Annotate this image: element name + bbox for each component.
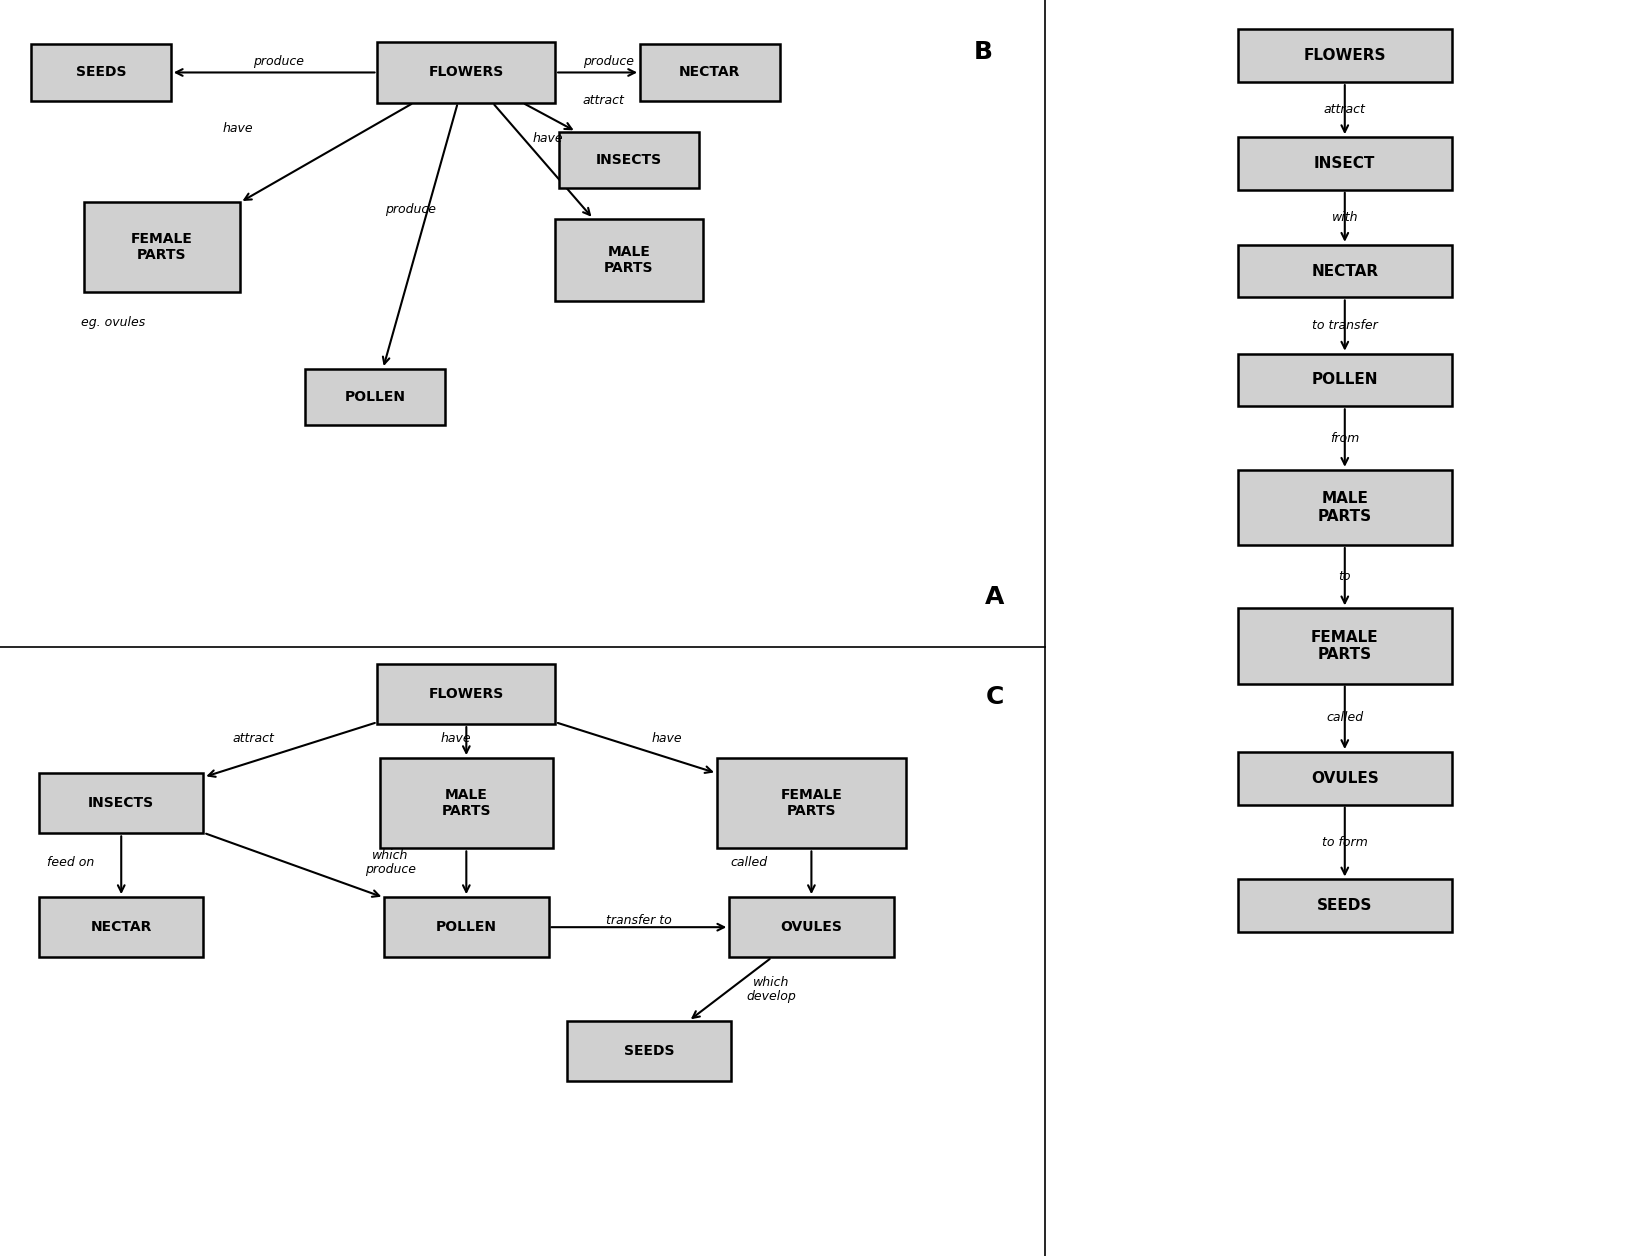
- Text: feed on: feed on: [46, 855, 94, 869]
- FancyBboxPatch shape: [1239, 245, 1451, 298]
- Text: produce: produce: [582, 55, 633, 68]
- Text: eg. ovules: eg. ovules: [81, 315, 145, 329]
- Text: INSECTS: INSECTS: [89, 796, 155, 810]
- FancyBboxPatch shape: [729, 897, 893, 957]
- FancyBboxPatch shape: [717, 757, 906, 849]
- FancyBboxPatch shape: [554, 219, 702, 300]
- Text: A: A: [985, 585, 1003, 609]
- FancyBboxPatch shape: [1239, 470, 1451, 545]
- Text: FLOWERS: FLOWERS: [1303, 48, 1387, 63]
- FancyBboxPatch shape: [1239, 29, 1451, 82]
- Text: MALE
PARTS: MALE PARTS: [1318, 491, 1372, 524]
- FancyBboxPatch shape: [1239, 752, 1451, 805]
- FancyBboxPatch shape: [39, 772, 204, 834]
- FancyBboxPatch shape: [1239, 354, 1451, 407]
- Text: POLLEN: POLLEN: [436, 921, 497, 934]
- Text: which
develop: which develop: [745, 976, 796, 1002]
- Text: to form: to form: [1323, 835, 1367, 849]
- Text: B: B: [974, 40, 994, 64]
- FancyBboxPatch shape: [377, 43, 554, 103]
- Text: INSECT: INSECT: [1314, 156, 1375, 171]
- Text: POLLEN: POLLEN: [1311, 373, 1379, 387]
- Text: from: from: [1331, 432, 1359, 445]
- FancyBboxPatch shape: [39, 897, 204, 957]
- Text: SEEDS: SEEDS: [76, 65, 127, 79]
- FancyBboxPatch shape: [380, 757, 553, 849]
- Text: attract: attract: [1324, 103, 1365, 116]
- Text: have: have: [222, 122, 253, 136]
- FancyBboxPatch shape: [640, 44, 780, 100]
- Text: with: with: [1331, 211, 1359, 224]
- FancyBboxPatch shape: [383, 897, 548, 957]
- Text: called: called: [730, 855, 767, 869]
- Text: have: have: [651, 732, 683, 745]
- FancyBboxPatch shape: [568, 1021, 732, 1081]
- Text: which
produce: which produce: [365, 849, 416, 875]
- Text: called: called: [1326, 711, 1364, 725]
- Text: attract: attract: [232, 732, 275, 745]
- Text: produce: produce: [253, 55, 304, 68]
- Text: SEEDS: SEEDS: [623, 1044, 674, 1058]
- Text: MALE
PARTS: MALE PARTS: [604, 245, 653, 275]
- Text: FEMALE
PARTS: FEMALE PARTS: [132, 232, 192, 263]
- FancyBboxPatch shape: [1239, 879, 1451, 932]
- Text: to: to: [1339, 570, 1351, 583]
- FancyBboxPatch shape: [304, 369, 444, 426]
- Text: OVULES: OVULES: [1311, 771, 1379, 786]
- Text: OVULES: OVULES: [780, 921, 842, 934]
- Text: FLOWERS: FLOWERS: [429, 65, 503, 79]
- Text: NECTAR: NECTAR: [679, 65, 740, 79]
- Text: produce: produce: [385, 203, 436, 216]
- FancyBboxPatch shape: [1239, 137, 1451, 190]
- Text: NECTAR: NECTAR: [1311, 264, 1379, 279]
- Text: NECTAR: NECTAR: [90, 921, 151, 934]
- Text: have: have: [533, 132, 563, 144]
- FancyBboxPatch shape: [31, 44, 171, 100]
- Text: have: have: [441, 732, 472, 745]
- Text: transfer to: transfer to: [605, 913, 671, 927]
- Text: POLLEN: POLLEN: [344, 391, 405, 404]
- Text: FLOWERS: FLOWERS: [429, 687, 503, 701]
- Text: C: C: [985, 686, 1003, 710]
- FancyBboxPatch shape: [377, 664, 554, 725]
- FancyBboxPatch shape: [559, 132, 699, 188]
- FancyBboxPatch shape: [1239, 608, 1451, 683]
- Text: FEMALE
PARTS: FEMALE PARTS: [1311, 629, 1379, 662]
- Text: attract: attract: [582, 94, 625, 107]
- FancyBboxPatch shape: [84, 202, 240, 293]
- Text: to transfer: to transfer: [1313, 319, 1377, 332]
- Text: MALE
PARTS: MALE PARTS: [441, 788, 492, 819]
- Text: SEEDS: SEEDS: [1318, 898, 1372, 913]
- Text: FEMALE
PARTS: FEMALE PARTS: [780, 788, 842, 819]
- Text: INSECTS: INSECTS: [595, 153, 661, 167]
